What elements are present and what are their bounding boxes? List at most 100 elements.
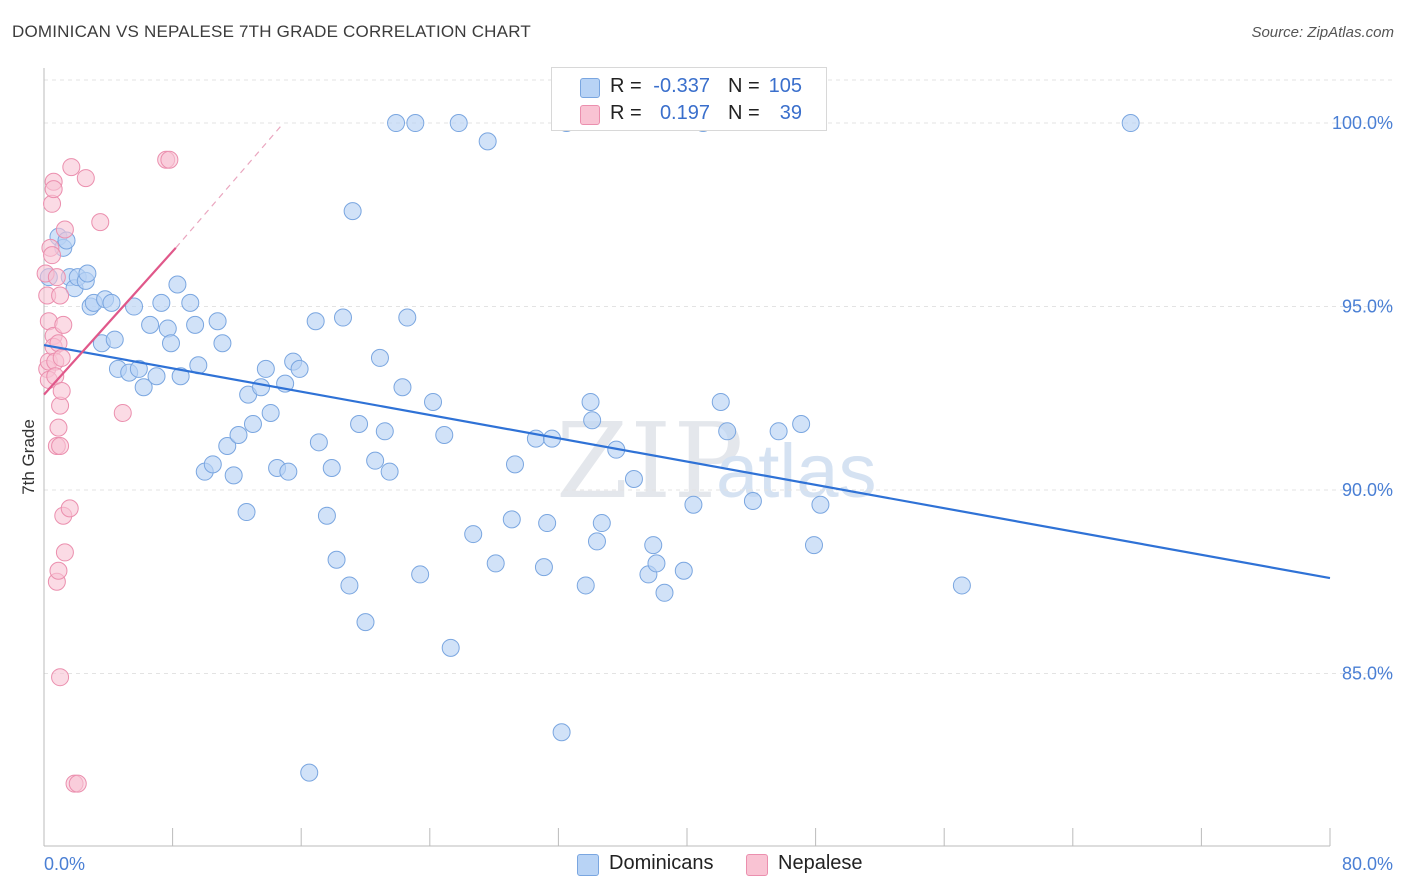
dominicans-point [424, 392, 443, 411]
dominicans-point [375, 422, 394, 441]
dominicans-point [261, 403, 280, 422]
dominicans-point [644, 536, 663, 555]
dominicans-point [134, 378, 153, 397]
dominicans-point [333, 308, 352, 327]
dominicans-point [370, 348, 389, 367]
dominicans-swatch [580, 78, 600, 98]
dominicans-point [581, 392, 600, 411]
nepalese-swatch [580, 105, 600, 125]
dominicans-point [464, 525, 483, 544]
dominicans-point [435, 425, 454, 444]
dominicans-legend-swatch [577, 854, 599, 876]
trend-lines [43, 122, 1331, 580]
legend-row-dominicans: R = -0.337 N = 105 [552, 74, 826, 100]
axis-labels: 85.0% 90.0% 95.0% 100.0% 0.0% 80.0% 7th Grade [19, 113, 1393, 874]
legend-n-label: N = [728, 75, 760, 97]
nepalese-point [44, 180, 63, 199]
nepalese-legend-swatch [746, 854, 768, 876]
nepalese-trend-line [43, 247, 177, 396]
dominicans-point [105, 330, 124, 349]
dominicans-point [306, 312, 325, 331]
nepalese-point [68, 774, 87, 793]
dominicans-point [486, 554, 505, 573]
dominicans-point [505, 455, 524, 474]
dominicans-point [441, 638, 460, 657]
x-tick-label-min: 0.0% [44, 854, 85, 874]
dominicans-point [769, 422, 788, 441]
nepalese-point [51, 436, 70, 455]
dominicans-point [718, 422, 737, 441]
y-tick-label: 95.0% [1342, 297, 1393, 317]
legend-n-value: 105 [768, 75, 802, 97]
dominicans-trend-line [43, 343, 1331, 580]
y-axis-title: 7th Grade [19, 419, 38, 495]
dominicans-point [366, 451, 385, 470]
dominicans-point [218, 436, 237, 455]
dominicans-point [102, 293, 121, 312]
stats-legend: R = -0.337 N = 105 R = 0.197 N = 39 [551, 67, 827, 131]
dominicans-point [213, 334, 232, 353]
dominicans-point [203, 455, 222, 474]
dominicans-point [279, 462, 298, 481]
dominicans-points [39, 114, 1140, 782]
dominicans-point [387, 114, 406, 133]
dominicans-point [647, 554, 666, 573]
dominicans-point [398, 308, 417, 327]
dominicans-legend-label: Dominicans [609, 852, 714, 874]
dominicans-point [587, 532, 606, 551]
dominicans-point [327, 550, 346, 569]
legend-n-label: N = [728, 102, 760, 124]
dominicans-point [186, 315, 205, 334]
nepalese-trend-extension [175, 122, 284, 249]
dominicans-point [152, 293, 171, 312]
dominicans-point [792, 414, 811, 433]
nepalese-point [55, 220, 74, 239]
nepalese-point [91, 213, 110, 232]
dominicans-point [576, 576, 595, 595]
chart-title: DOMINICAN VS NEPALESE 7TH GRADE CORRELAT… [12, 22, 531, 41]
dominicans-point [811, 495, 830, 514]
dominicans-point [502, 510, 521, 529]
dominicans-point [78, 264, 97, 283]
dominicans-point [181, 293, 200, 312]
series-legend: Dominicans Nepalese [0, 851, 1406, 877]
dominicans-point [237, 503, 256, 522]
dominicans-point [411, 565, 430, 584]
dominicans-point [1121, 114, 1140, 133]
nepalese-point [76, 169, 95, 188]
dominicans-point [552, 723, 571, 742]
dominicans-point [158, 319, 177, 338]
dominicans-point [343, 202, 362, 221]
nepalese-point [49, 418, 68, 437]
dominicans-point [125, 297, 144, 316]
nepalese-points [36, 150, 179, 793]
dominicans-point [243, 414, 262, 433]
dominicans-point [229, 425, 248, 444]
dominicans-point [129, 359, 148, 378]
dominicans-point [449, 114, 468, 133]
legend-r-label: R = [610, 75, 642, 97]
dominicans-point [171, 367, 190, 386]
dominicans-point [141, 315, 160, 334]
dominicans-point [538, 514, 557, 533]
y-tick-label: 100.0% [1332, 113, 1393, 133]
dominicans-point [322, 459, 341, 478]
dominicans-point [583, 411, 602, 430]
legend-r-value: 0.197 [659, 102, 710, 124]
dominicans-point [952, 576, 971, 595]
nepalese-point [55, 543, 74, 562]
dominicans-point [674, 561, 693, 580]
nepalese-point [51, 286, 70, 305]
nepalese-point [49, 561, 68, 580]
legend-row-nepalese: R = 0.197 N = 39 [552, 101, 826, 127]
dominicans-point [290, 359, 309, 378]
dominicans-point [147, 367, 166, 386]
dominicans-point [406, 114, 425, 133]
grid-lines [44, 79, 1395, 675]
nepalese-point [51, 668, 70, 687]
dominicans-point [350, 414, 369, 433]
nepalese-point [62, 158, 81, 177]
dominicans-point [592, 514, 611, 533]
legend-r-label: R = [610, 102, 642, 124]
